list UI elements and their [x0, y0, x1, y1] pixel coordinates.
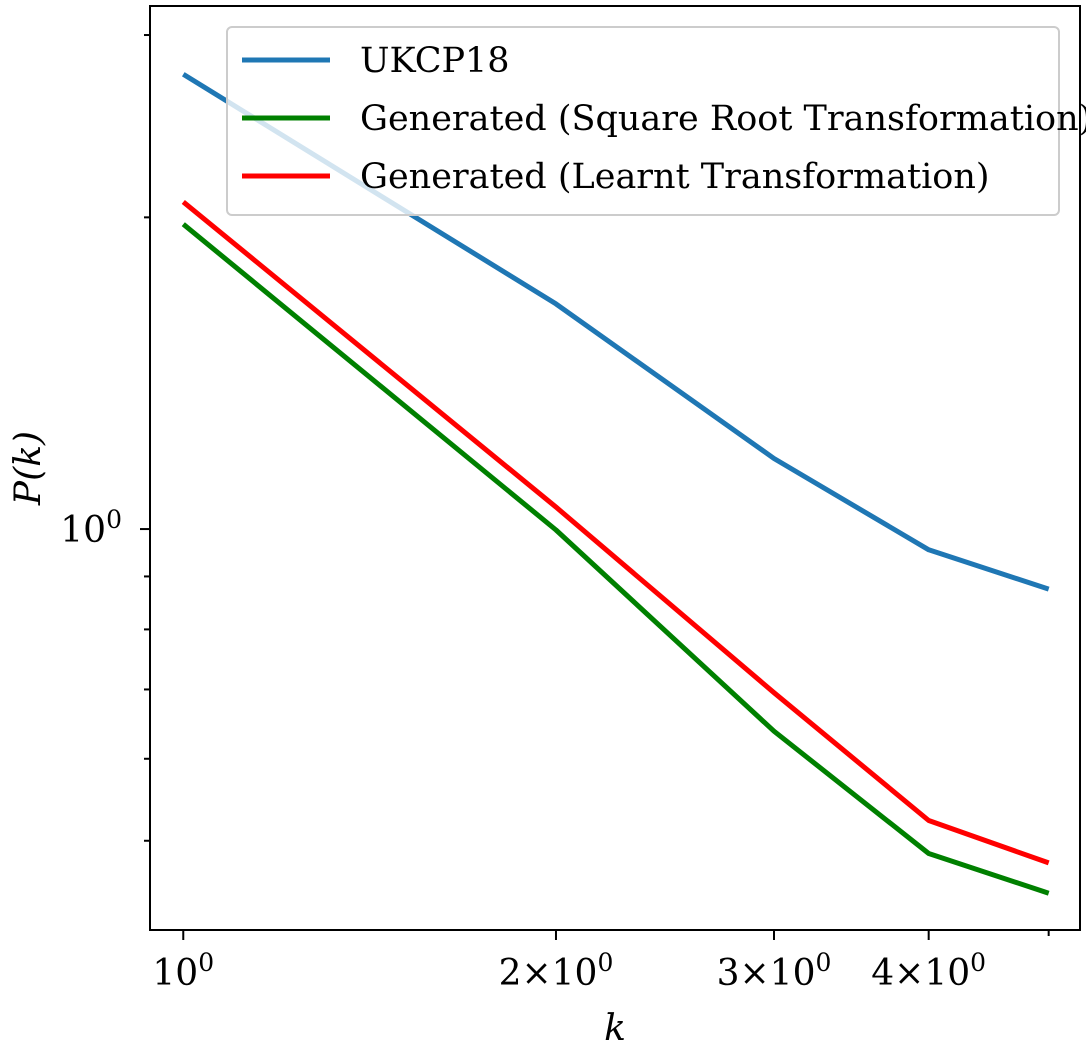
axes-frame — [149, 5, 1081, 931]
series-line-1 — [181, 222, 1050, 896]
legend-label-1: Generated (Square Root Transformation) — [360, 99, 1086, 139]
plot-lines — [181, 72, 1050, 896]
x-tick-label-3: 4×100 — [871, 948, 986, 994]
series-line-0 — [181, 72, 1050, 592]
legend-label-2: Generated (Learnt Transformation) — [360, 157, 990, 197]
tick-labels: 100 2×100 3×100 4×100 100 — [60, 505, 986, 994]
x-tick-label-2: 3×100 — [717, 948, 832, 994]
x-axis-label: k — [604, 1008, 626, 1049]
x-tick-label-1: 2×100 — [499, 948, 614, 994]
y-tick-label-0: 100 — [60, 505, 122, 551]
legend: UKCP18 Generated (Square Root Transformat… — [226, 26, 1086, 216]
x-tick-label-0: 100 — [152, 948, 214, 994]
series-line-2 — [181, 199, 1050, 866]
legend-label-0: UKCP18 — [360, 41, 510, 81]
legend-box — [226, 26, 1060, 216]
y-axis-label: P(k) — [8, 431, 49, 506]
major-ticks — [140, 528, 930, 940]
